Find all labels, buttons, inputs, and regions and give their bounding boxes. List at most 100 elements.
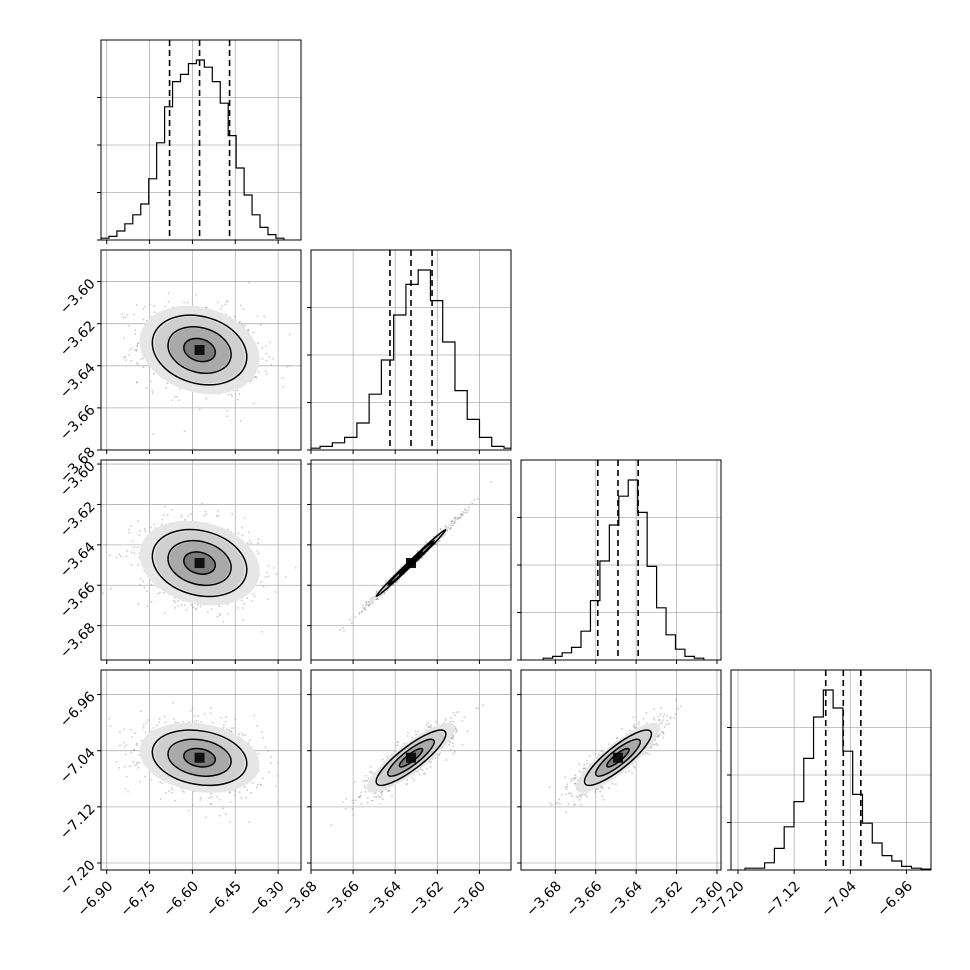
sample-point [241,732,244,735]
sample-point [471,502,474,505]
sample-point [260,784,263,787]
sample-point [417,770,419,773]
sample-point [452,712,455,714]
sample-point [444,719,447,722]
sample-point [183,301,186,304]
sample-point [364,608,366,610]
sample-point [244,734,247,736]
sample-point [448,741,451,744]
density-peak [406,752,416,763]
sample-point [405,782,408,785]
sample-point [123,728,126,731]
sample-point [250,791,253,794]
sample-point [275,573,278,576]
sample-point [109,587,112,590]
sample-point [125,555,128,558]
sample-point [645,711,648,714]
sample-point [281,377,284,379]
sample-point [451,736,454,739]
sample-point [151,389,154,392]
sample-point [199,605,202,608]
sample-point [200,721,203,723]
sample-point [130,564,133,566]
sample-point [166,513,169,516]
sample-point [224,813,227,816]
sample-point [462,511,465,513]
sample-point [226,728,229,730]
sample-point [145,722,147,724]
sample-point [246,789,248,791]
sample-point [286,366,288,368]
sample-point [154,311,156,314]
sample-point [180,603,183,606]
sample-point [158,717,161,720]
sample-point [414,730,417,733]
sample-point [364,609,367,611]
sample-point [218,798,221,801]
panel-content [330,704,485,827]
density-peak [406,558,416,569]
sample-point [130,359,133,362]
sample-point [395,581,398,584]
sample-point [378,802,381,805]
sample-point [123,745,126,748]
sample-point [115,556,118,559]
sample-point [452,735,454,738]
sample-point [267,564,270,567]
sample-point [138,754,141,756]
sample-point [391,794,393,797]
contour-line [151,528,248,598]
sample-point [150,779,153,781]
sample-point [211,721,214,724]
sample-point [210,802,213,805]
sample-point [172,702,174,704]
sample-point [130,551,133,553]
sample-point [163,514,165,516]
sample-point [387,789,390,792]
sample-point [354,616,357,618]
sample-point [363,780,366,783]
sample-point [241,607,244,609]
sample-point [159,591,161,594]
sample-point [451,742,454,745]
sample-point [457,711,460,713]
axes-frame [730,669,932,871]
sample-point [145,319,148,322]
sample-point [237,398,239,401]
sample-point [255,376,258,379]
sample-point [411,736,413,739]
sample-point [255,375,257,378]
sample-point [457,517,459,519]
sample-point [242,308,245,310]
sample-point [227,528,230,531]
sample-point [370,770,373,773]
sample-point [163,715,166,718]
sample-point [142,308,144,310]
sample-point [421,556,424,559]
sample-point [440,528,442,531]
sample-point [662,719,664,721]
sample-point [140,358,143,361]
sample-point [256,550,259,552]
sample-point [381,758,384,761]
sample-point [185,609,188,611]
sample-point [226,410,229,412]
sample-point [124,316,127,319]
sample-point [372,799,375,802]
sample-point [252,402,255,405]
sample-point [454,751,456,753]
sample-point [174,721,177,723]
sample-point [177,605,180,607]
sample-point [136,742,138,745]
sample-point [135,304,138,306]
sample-point [144,305,146,308]
sample-point [371,772,374,775]
sample-point [123,356,126,359]
sample-point [150,601,153,603]
sample-point [195,607,198,610]
sample-point [358,612,361,614]
sample-point [133,748,135,751]
sample-point [653,718,656,721]
sample-point [343,629,345,632]
sample-point [152,727,155,729]
